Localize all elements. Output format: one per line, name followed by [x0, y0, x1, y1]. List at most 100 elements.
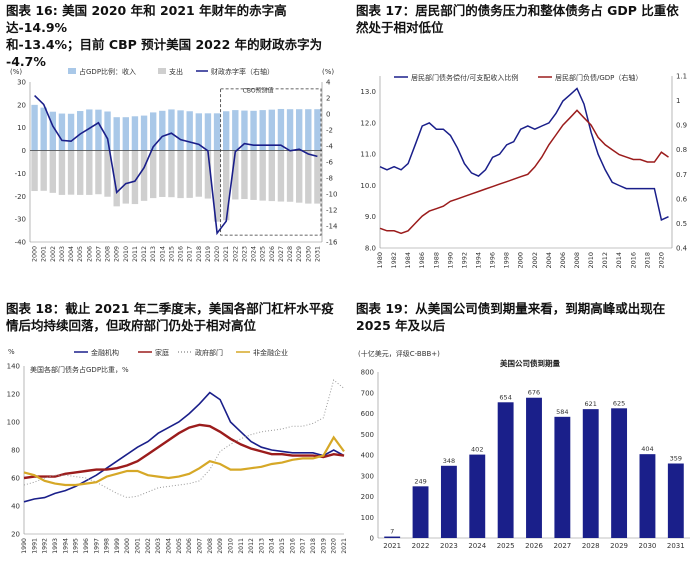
x-tick-label: 1982 — [390, 252, 398, 269]
revenue-bar — [31, 104, 38, 151]
unit-label: % — [8, 348, 15, 356]
x-tick-label: 2021 — [341, 538, 348, 554]
x-tick-label: 1998 — [503, 252, 511, 269]
x-tick-label: 2014 — [615, 252, 623, 269]
y-tick-right: 0 — [326, 111, 330, 119]
revenue-bar — [222, 111, 230, 151]
x-tick-label: 1991 — [31, 538, 38, 554]
revenue-bar — [195, 113, 203, 151]
x-tick-label: 2002 — [50, 246, 57, 262]
legend-label-debt-gdp: 居民部门负债/GDP（右轴） — [555, 73, 642, 82]
x-tick-label: 2016 — [178, 246, 185, 262]
fig17-title-line: 然处于相对低位 — [356, 20, 444, 35]
y-tick-right: -4 — [326, 143, 334, 151]
x-tick-label: 1992 — [42, 538, 49, 554]
fig16-chart: (%) (%)占GDP比例：收入 支出 财政赤字率（右轴）-40-30-20-1001… — [10, 67, 338, 262]
fig18-title-line: 情后均持续回落，但政府部门仍处于相对高位 — [6, 318, 257, 333]
fig17-title-line: 图表 17：居民部门的债务压力和整体债务占 GDP 比重依 — [356, 3, 679, 18]
maturity-bar — [412, 486, 429, 538]
deficit-line — [34, 95, 318, 236]
y-tick-right: -12 — [326, 207, 337, 215]
x-tick-label: 2004 — [545, 252, 553, 269]
x-tick-label: 2011 — [132, 246, 139, 262]
x-tick-label: 2021 — [383, 542, 401, 550]
x-tick-label: 2013 — [150, 246, 157, 262]
x-tick-label: 2018 — [196, 246, 203, 262]
revenue-bar — [286, 109, 294, 151]
bar-value-label: 7 — [390, 528, 394, 536]
x-tick-label: 2010 — [123, 246, 130, 262]
x-tick-label: 2008 — [105, 246, 112, 262]
legend-label-spending: 支出 — [169, 67, 183, 76]
spending-bar — [76, 150, 84, 195]
x-tick-label: 1986 — [418, 252, 426, 269]
legend-label: 政府部门 — [195, 348, 223, 357]
y-tick-right: 1.1 — [676, 73, 687, 81]
spending-bar — [159, 150, 166, 197]
revenue-bar — [232, 110, 239, 151]
spending-bar — [195, 150, 203, 197]
x-tick-label: 2027 — [278, 246, 285, 262]
spending-bar — [58, 150, 66, 195]
spending-bar — [86, 150, 93, 195]
spending-bar — [131, 150, 139, 205]
spending-bar — [40, 150, 47, 191]
revenue-bar — [40, 107, 47, 151]
revenue-bar — [177, 110, 184, 151]
spending-bar — [122, 150, 130, 204]
x-tick-label: 2001 — [41, 246, 48, 262]
x-tick-label: 2012 — [141, 246, 148, 262]
bar-value-label: 404 — [641, 445, 653, 453]
x-tick-label: 2026 — [269, 246, 276, 262]
spending-bar — [49, 150, 57, 193]
spending-bar — [241, 150, 248, 200]
x-tick-label: 1994 — [475, 252, 483, 269]
x-tick-label: 1990 — [446, 252, 454, 269]
y-tick-right: -14 — [326, 223, 338, 231]
revenue-bar — [186, 111, 193, 151]
fig17-title: 图表 17：居民部门的债务压力和整体债务占 GDP 比重依 然处于相对低位 — [356, 2, 696, 36]
maturity-bar — [384, 536, 401, 538]
y-tick-right: -10 — [326, 191, 337, 199]
unit-label: (十亿美元，评级C-BBB+) — [358, 349, 440, 358]
x-tick-label: 2008 — [207, 538, 214, 554]
y-tick: 120 — [7, 391, 20, 399]
x-tick-label: 2004 — [166, 538, 173, 554]
fig16-title-line: 和-13.4%；目前 CBP 预计美国 2022 年的财政赤字为 — [6, 37, 323, 52]
x-tick-label: 2005 — [77, 246, 84, 262]
spending-bar — [113, 150, 120, 207]
y-tick-left: 12.0 — [360, 119, 376, 127]
x-tick-label: 2023 — [440, 542, 458, 550]
x-tick-label: 2022 — [412, 542, 430, 550]
x-tick-label: 2002 — [145, 538, 152, 554]
revenue-bar — [58, 113, 66, 151]
x-tick-label: 1992 — [460, 252, 468, 269]
x-tick-label: 1996 — [83, 538, 90, 554]
spending-bar — [259, 150, 266, 201]
x-tick-label: 2010 — [587, 252, 595, 269]
y-tick-right: -6 — [326, 159, 334, 167]
x-tick-label: 2019 — [320, 538, 327, 554]
maturity-bar — [667, 463, 684, 538]
bar-value-label: 249 — [414, 477, 426, 485]
x-tick-label: 2020 — [214, 246, 221, 262]
revenue-bar — [241, 110, 248, 151]
y-tick-right: 0.9 — [676, 122, 687, 130]
x-tick-label: 2007 — [196, 538, 203, 554]
y-tick-left: -30 — [15, 216, 26, 224]
x-tick-label: 2004 — [68, 246, 75, 262]
x-tick-label: 2025 — [497, 542, 515, 550]
y-tick: 0 — [370, 535, 374, 543]
maturity-bar — [526, 397, 542, 538]
spending-bar — [268, 150, 276, 202]
debt-service-line — [379, 87, 669, 221]
y-tick-left: 0 — [22, 147, 26, 155]
y-tick-left: 9.0 — [365, 213, 376, 221]
x-tick-label: 2031 — [667, 542, 685, 550]
maturity-bar — [497, 402, 514, 538]
y-tick: 20 — [11, 531, 20, 539]
x-tick-label: 2027 — [553, 542, 571, 550]
revenue-bar — [113, 117, 120, 151]
maturity-bar — [582, 409, 599, 538]
spending-bar — [250, 150, 257, 200]
